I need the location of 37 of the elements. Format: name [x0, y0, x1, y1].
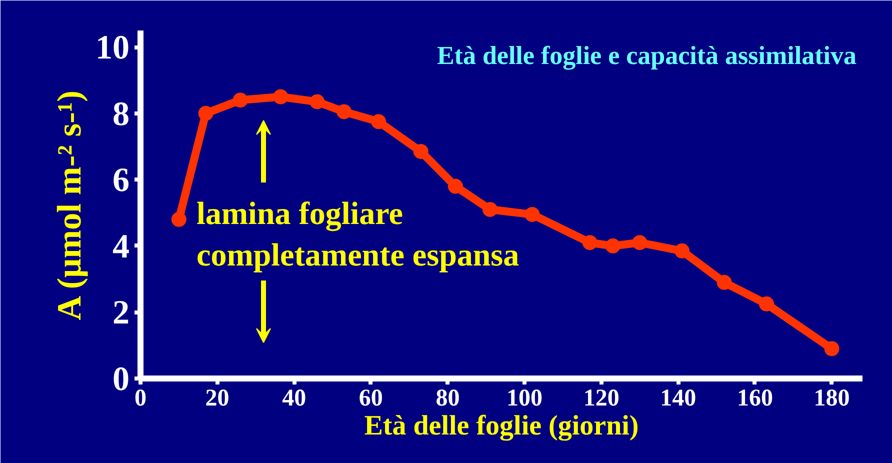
point — [582, 235, 598, 250]
x-tick-label: 140 — [660, 386, 696, 412]
y-tick-label: 2 — [112, 294, 130, 332]
x-tick-label: 100 — [506, 386, 543, 412]
y-tick-label: 8 — [112, 96, 130, 133]
point — [371, 114, 386, 130]
point — [824, 341, 840, 356]
point — [758, 296, 774, 312]
point — [632, 235, 648, 250]
x-tick-label: 80 — [436, 386, 460, 412]
x-tick-label: 180 — [814, 386, 850, 412]
point — [524, 206, 540, 222]
point — [716, 274, 732, 290]
x-tick-label: 0 — [134, 386, 146, 412]
point — [171, 212, 186, 227]
x-tick-label: 160 — [736, 386, 773, 412]
chart-title: Età delle foglie e capacità assimilativa — [436, 41, 857, 70]
point — [605, 238, 620, 254]
point — [336, 104, 352, 120]
point — [674, 243, 690, 258]
point — [482, 202, 498, 217]
x-tick-label: 20 — [205, 386, 230, 412]
point — [310, 94, 325, 110]
y-tick-label: 6 — [112, 162, 130, 200]
x-tick-label: 60 — [358, 386, 383, 412]
point — [232, 92, 248, 108]
y-tick-label: 4 — [112, 228, 130, 266]
point — [413, 144, 428, 159]
point — [198, 106, 214, 121]
y-tick-label: 10 — [96, 30, 130, 67]
point — [273, 89, 288, 104]
x-axis-title: Età delle foglie (giorni) — [364, 410, 639, 442]
x-tick-label: 120 — [583, 386, 620, 412]
annotation: lamina fogliare completamente espansa — [196, 195, 520, 272]
x-tick-label: 40 — [282, 386, 306, 412]
y-axis-title: A (µmol m-² s-¹) — [52, 90, 88, 320]
point — [448, 178, 463, 194]
